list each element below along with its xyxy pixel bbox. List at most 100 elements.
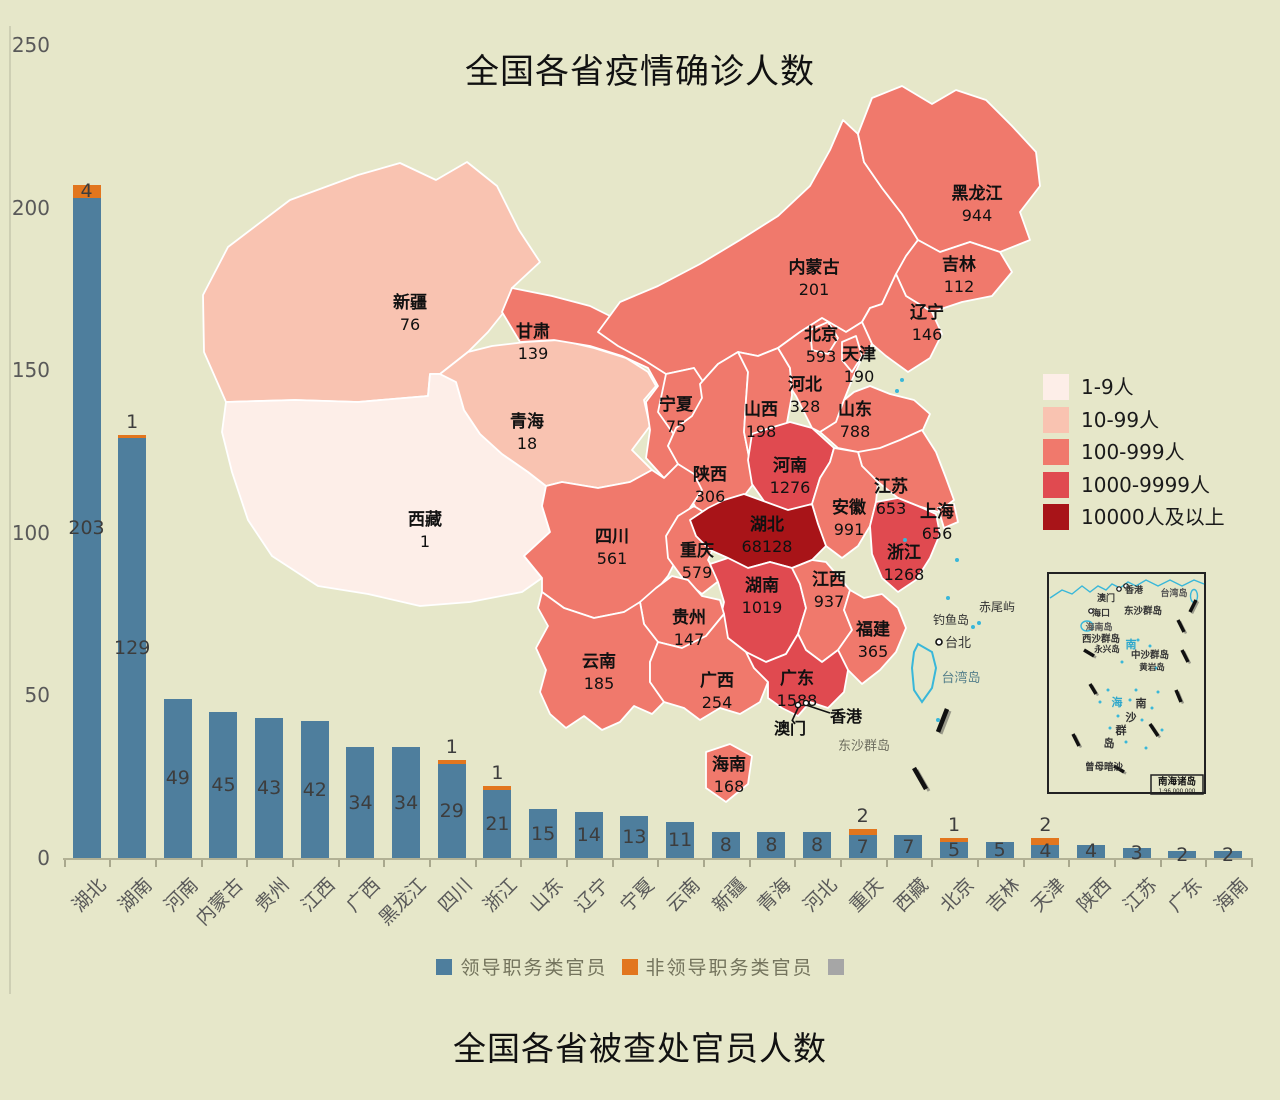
- province-value-xinjiang: 76: [400, 315, 420, 334]
- inset-islet-dot: [1124, 740, 1128, 744]
- inset-dash: [1113, 764, 1125, 774]
- bar-辽宁: [574, 812, 603, 858]
- boundary-dash-shadow: [939, 710, 952, 735]
- province-name-guangxi: 广西: [700, 670, 734, 691]
- province-name-henan: 河南: [773, 455, 807, 476]
- chart-legend: 领导职务类官员 非领导职务类官员: [0, 953, 1280, 980]
- province-value-anhui: 991: [834, 520, 865, 539]
- hongkong-leader-line: [805, 704, 831, 714]
- inset-label: 南: [1136, 696, 1147, 710]
- province-name-gansu: 甘肃: [516, 321, 550, 342]
- bar-value-label: 15: [531, 822, 556, 845]
- province-shape-hainan: [705, 743, 753, 803]
- province-shape-anhui: [811, 447, 879, 559]
- bar-top-value-label: 2: [1039, 814, 1052, 837]
- bar-云南: [666, 822, 695, 858]
- province-value-hebei: 328: [790, 397, 821, 416]
- province-shape-hubei: [689, 493, 827, 569]
- inset-label: 东沙群岛: [1124, 605, 1162, 617]
- x-axis-tick: [246, 860, 249, 867]
- chart-legend-item: 领导职务类官员: [436, 953, 607, 980]
- bar-value-label: 29: [439, 799, 464, 822]
- province-name-heilongjiang: 黑龙江: [952, 183, 1003, 204]
- inset-islet-dot: [1120, 660, 1124, 664]
- x-axis-tick: [474, 860, 477, 867]
- y-axis-line: [9, 26, 11, 994]
- bar-top-北京: [940, 838, 969, 842]
- map-annotation-taipei: 台北: [945, 636, 971, 651]
- province-name-xizang: 西藏: [408, 510, 442, 530]
- chart-legend-swatch: [621, 958, 638, 975]
- province-name-beijing: 北京: [804, 324, 838, 345]
- y-axis-tick-label: 200: [11, 195, 50, 220]
- chart-legend-label: 非领导职务类官员: [645, 957, 814, 979]
- inset-islet-dot: [1144, 746, 1148, 750]
- bar-value-label: 8: [765, 833, 778, 856]
- bar-value-label: 7: [902, 835, 915, 858]
- bar-海南: [1214, 851, 1242, 858]
- x-axis-tick: [200, 860, 203, 867]
- map-legend-label: 100-999人: [1081, 440, 1185, 464]
- inset-label: 海: [1112, 695, 1123, 709]
- inset-label: 岛: [1104, 736, 1115, 750]
- bar-天津: [1031, 844, 1060, 858]
- bar-贵州: [255, 718, 284, 858]
- x-axis-tick: [1022, 860, 1025, 867]
- province-name-chongqing: 重庆: [680, 540, 714, 561]
- province-value-hunan: 1019: [742, 598, 783, 617]
- chart-legend-item: [827, 958, 844, 975]
- bar-四川: [437, 763, 466, 858]
- map-legend-label: 1-9人: [1081, 375, 1134, 399]
- inset-islet-dot: [1098, 700, 1102, 704]
- islet-dot: [955, 558, 959, 562]
- islet-dot: [903, 538, 907, 542]
- province-name-qinghai: 青海: [510, 411, 544, 432]
- province-name-guangdong: 广东: [780, 668, 814, 689]
- x-axis-tick: [702, 860, 705, 867]
- bar-top-value-label: 2: [856, 804, 869, 827]
- province-name-liaoning: 辽宁: [910, 302, 944, 323]
- chart-legend-item: 非领导职务类官员: [621, 953, 814, 980]
- inset-title: 南海诸岛: [1158, 776, 1196, 788]
- x-axis-tick: [154, 860, 157, 867]
- bar-value-label: 3: [1130, 842, 1143, 865]
- province-value-shanghai: 656: [922, 524, 953, 543]
- x-axis-tick: [839, 860, 842, 867]
- bar-value-label: 43: [257, 777, 282, 800]
- province-name-zhejiang: 浙江: [887, 542, 921, 563]
- inset-dash: [1188, 599, 1198, 613]
- province-shape-beijing: [809, 321, 839, 355]
- map-legend-label: 1000-9999人: [1081, 472, 1211, 497]
- inset-islet-dot: [1140, 718, 1144, 722]
- province-value-neimenggu: 201: [799, 280, 830, 299]
- bar-top-天津: [1031, 838, 1060, 845]
- bar-value-label: 13: [622, 825, 647, 848]
- islet-dot: [946, 596, 950, 600]
- province-value-tianjin: 190: [844, 367, 875, 386]
- inset-dash: [1176, 619, 1186, 633]
- province-name-shanxi: 山西: [744, 400, 778, 420]
- islet-dot: [900, 378, 904, 382]
- province-name-neimenggu: 内蒙古: [789, 257, 840, 278]
- bar-吉林: [985, 841, 1014, 858]
- bar-宁夏: [620, 815, 649, 858]
- x-axis-tick: [383, 860, 386, 867]
- province-shape-guangdong: [745, 633, 849, 717]
- bar-黑龙江: [392, 747, 421, 858]
- inset-islet-dot: [1154, 666, 1158, 670]
- province-name-jiangsu: 江苏: [874, 476, 908, 497]
- inset-label: 澳门: [1097, 592, 1115, 604]
- province-shape-zhejiang: [869, 497, 941, 593]
- x-axis-tick: [1113, 860, 1116, 867]
- bar-top-value-label: 1: [126, 411, 139, 434]
- bar-重庆: [848, 835, 877, 858]
- inset-label: 曾母暗沙: [1085, 761, 1124, 773]
- x-axis-tick: [109, 860, 112, 867]
- bar-北京: [940, 841, 969, 858]
- bar-value-label: 49: [165, 767, 190, 790]
- bar-value-label: 2: [1221, 843, 1235, 866]
- bar-top-浙江: [483, 786, 512, 790]
- province-value-jiangsu: 653: [876, 499, 907, 518]
